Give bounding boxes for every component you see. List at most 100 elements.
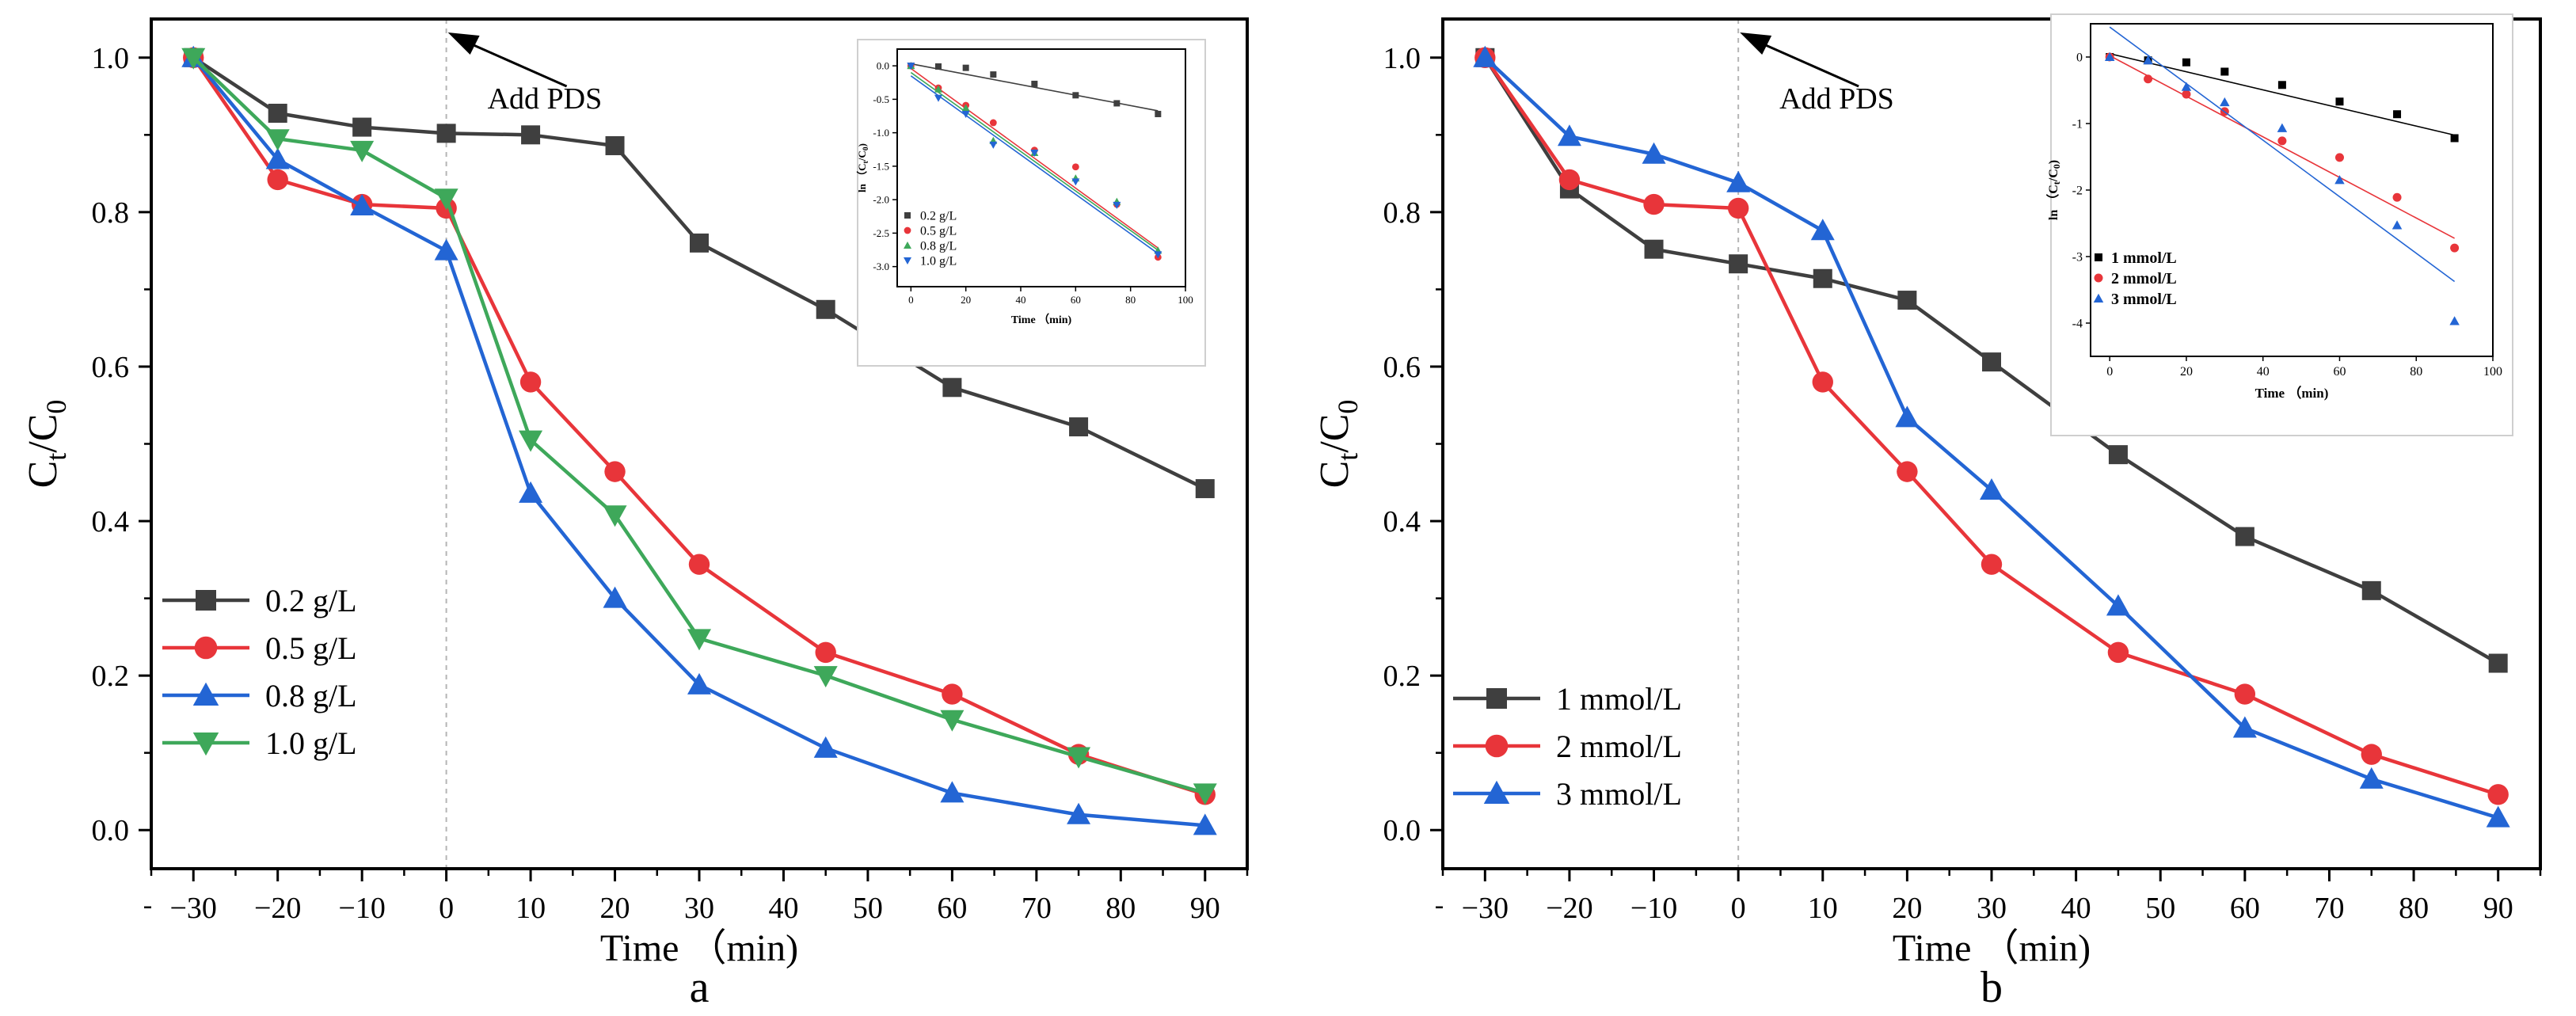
x-tick-label: 90 bbox=[2483, 892, 2513, 925]
x-tick-label: 60 bbox=[2230, 892, 2260, 925]
inset-fit-line bbox=[910, 75, 1159, 254]
inset-legend-label: 1 mmol/L bbox=[2111, 249, 2177, 267]
y-tick-label: 0.0 bbox=[1383, 814, 1421, 847]
panel-label-a: a bbox=[690, 963, 710, 1012]
annotation-arrowhead bbox=[1740, 32, 1772, 55]
inset-legend-label: 0.8 g/L bbox=[920, 240, 957, 253]
inset-data-point bbox=[1072, 92, 1079, 99]
x-axis-title: Time （min) bbox=[600, 927, 798, 969]
series-0-8-g-L bbox=[181, 45, 1217, 835]
inset-legend-marker bbox=[2093, 293, 2104, 303]
data-point bbox=[2106, 594, 2130, 616]
inset-data-point bbox=[2277, 136, 2287, 146]
inset-series-1-0-g-L bbox=[907, 63, 1162, 259]
inset-data-point bbox=[2277, 123, 2288, 132]
inset-fit-line bbox=[910, 67, 1159, 249]
inset-y-tick-label: -2 bbox=[2072, 185, 2083, 198]
data-point bbox=[1982, 352, 2001, 372]
data-point bbox=[688, 554, 710, 575]
inset-data-point bbox=[1113, 100, 1121, 107]
x-tick-label: 50 bbox=[2145, 892, 2175, 925]
inset-data-point bbox=[935, 63, 942, 70]
inset-series-3-mmol-L bbox=[2104, 26, 2460, 325]
inset-legend-marker bbox=[904, 257, 911, 264]
data-point bbox=[1069, 417, 1089, 437]
data-point bbox=[265, 129, 290, 151]
data-point bbox=[1473, 45, 1497, 67]
data-point bbox=[1195, 479, 1215, 499]
inset-frame bbox=[896, 48, 1186, 287]
data-point bbox=[690, 233, 709, 253]
y-axis-title: Ct/C0 bbox=[1312, 400, 1364, 489]
data-point bbox=[816, 299, 835, 319]
inset-x-tick-label: 100 bbox=[1178, 294, 1193, 306]
legend-label: 0.5 g/L bbox=[265, 630, 357, 666]
inset-data-point bbox=[907, 63, 915, 70]
data-point bbox=[1981, 554, 2003, 575]
inset-x-tick-label: 20 bbox=[961, 294, 971, 306]
legend-marker bbox=[192, 682, 219, 706]
inset-y-tick-label: -2.0 bbox=[873, 194, 889, 206]
data-point bbox=[434, 238, 459, 261]
annotation-add-pds: Add PDS bbox=[488, 82, 603, 116]
data-point bbox=[1980, 478, 2003, 500]
data-point bbox=[1067, 747, 1091, 769]
legend-marker bbox=[1486, 688, 1507, 709]
inset-data-point bbox=[2392, 192, 2402, 202]
inset-legend-marker bbox=[904, 212, 911, 219]
y-tick-label: 0.6 bbox=[1383, 351, 1421, 384]
series-1-0-g-L bbox=[181, 48, 1217, 805]
inset-data-point bbox=[2449, 316, 2460, 325]
x-tick-label: 0 bbox=[439, 892, 454, 925]
data-point bbox=[352, 117, 372, 137]
data-point bbox=[1193, 813, 1217, 835]
inset-y-tick-label: -1.5 bbox=[873, 160, 889, 172]
data-point bbox=[1897, 461, 1918, 482]
inset-data-point bbox=[990, 71, 997, 78]
panel-label-b: b bbox=[1981, 963, 2003, 1012]
x-tick-label: −30 bbox=[1462, 892, 1509, 925]
data-point bbox=[267, 169, 288, 191]
inset-x-tick-label: 40 bbox=[2257, 365, 2270, 379]
data-point bbox=[1644, 239, 1664, 259]
inset-data-point bbox=[1155, 110, 1162, 117]
inset-fit-line bbox=[2109, 55, 2455, 239]
series-2-mmol-L bbox=[1474, 47, 2509, 805]
data-point bbox=[815, 641, 836, 664]
data-point bbox=[687, 629, 711, 651]
data-point bbox=[1642, 142, 1666, 164]
x-tick-label: 20 bbox=[1892, 892, 1922, 925]
data-point bbox=[2235, 527, 2254, 546]
inset-x-tick-label: 0 bbox=[2106, 365, 2113, 379]
inset-data-point bbox=[2104, 51, 2115, 61]
inset-data-point bbox=[2277, 81, 2286, 89]
inset-x-tick-label: 0 bbox=[908, 294, 914, 306]
inset-y-tick-label: -3.0 bbox=[873, 261, 889, 272]
inset-data-point bbox=[2391, 220, 2403, 230]
data-point bbox=[521, 125, 541, 145]
data-point bbox=[1810, 219, 1835, 241]
inset-x-tick-label: 40 bbox=[1016, 294, 1026, 306]
data-point bbox=[605, 135, 625, 155]
data-point bbox=[813, 736, 838, 758]
legend-marker bbox=[192, 733, 219, 756]
data-point bbox=[942, 378, 962, 398]
inset-chart: 0 20 40 60 80 100 0 -1 -2 -3 -4 Time （min) ln （Ct/C0… bbox=[2046, 13, 2513, 436]
x-tick-label: 50 bbox=[853, 892, 883, 925]
chart-panel-a: −30 −20 −10 0 10 20 30 40 50 60 70 80 90 0.0 0.2 0.4 0.6… bbox=[21, 17, 1249, 1012]
y-tick-label: 0.8 bbox=[92, 196, 130, 230]
inset-data-point bbox=[962, 64, 969, 71]
x-tick-label: 90 bbox=[1190, 892, 1220, 925]
inset-x-tick-label: 60 bbox=[1071, 294, 1081, 306]
data-point bbox=[604, 461, 626, 482]
inset-data-point bbox=[2334, 175, 2345, 185]
data-point bbox=[1895, 405, 1920, 428]
x-axis-title: Time （min) bbox=[1893, 927, 2091, 969]
inset-data-point bbox=[1071, 178, 1080, 186]
data-point bbox=[940, 710, 965, 732]
data-point bbox=[2107, 641, 2129, 664]
data-point bbox=[350, 140, 375, 162]
data-point bbox=[519, 371, 542, 393]
data-point bbox=[2234, 683, 2256, 705]
